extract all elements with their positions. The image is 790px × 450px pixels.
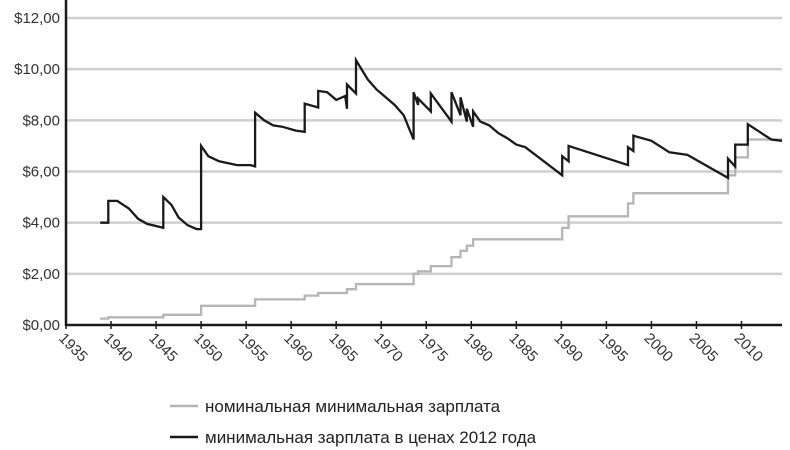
x-tick-label: 1965 — [325, 330, 361, 366]
legend-label-nominal: номинальная минимальная зарплата — [205, 397, 501, 416]
x-tick-label: 1980 — [460, 330, 496, 366]
series-real-line — [100, 56, 783, 231]
x-tick-label: 1960 — [280, 330, 316, 366]
y-tick-label: $12,00 — [14, 10, 60, 27]
x-tick-label: 1975 — [415, 330, 451, 366]
x-tick-label: 2010 — [731, 330, 767, 366]
y-tick-label: $2,00 — [22, 266, 60, 283]
x-tick-label: 1940 — [100, 330, 136, 366]
y-tick-label: $4,00 — [22, 215, 60, 232]
x-tick-label: 2005 — [686, 330, 722, 366]
y-tick-label: $6,00 — [22, 164, 60, 181]
x-tick-label: 1970 — [370, 330, 406, 366]
y-tick-label: $10,00 — [14, 61, 60, 78]
x-tick-label: 1955 — [235, 330, 271, 366]
legend-label-real: минимальная зарплата в ценах 2012 года — [205, 428, 537, 447]
x-tick-label: 1950 — [190, 330, 226, 366]
x-tick-label: 1985 — [505, 330, 541, 366]
x-tick-label: 1945 — [145, 330, 181, 366]
x-tick-label: 1995 — [596, 330, 632, 366]
y-tick-label: $0,00 — [22, 317, 60, 334]
x-tick-label: 1990 — [551, 330, 587, 366]
legend: номинальная минимальная зарплата минимал… — [170, 397, 537, 447]
series-nominal-line — [100, 138, 782, 320]
x-tick-label: 1935 — [55, 330, 91, 366]
y-tick-label: $8,00 — [22, 112, 60, 129]
x-tick-label: 2000 — [641, 330, 677, 366]
